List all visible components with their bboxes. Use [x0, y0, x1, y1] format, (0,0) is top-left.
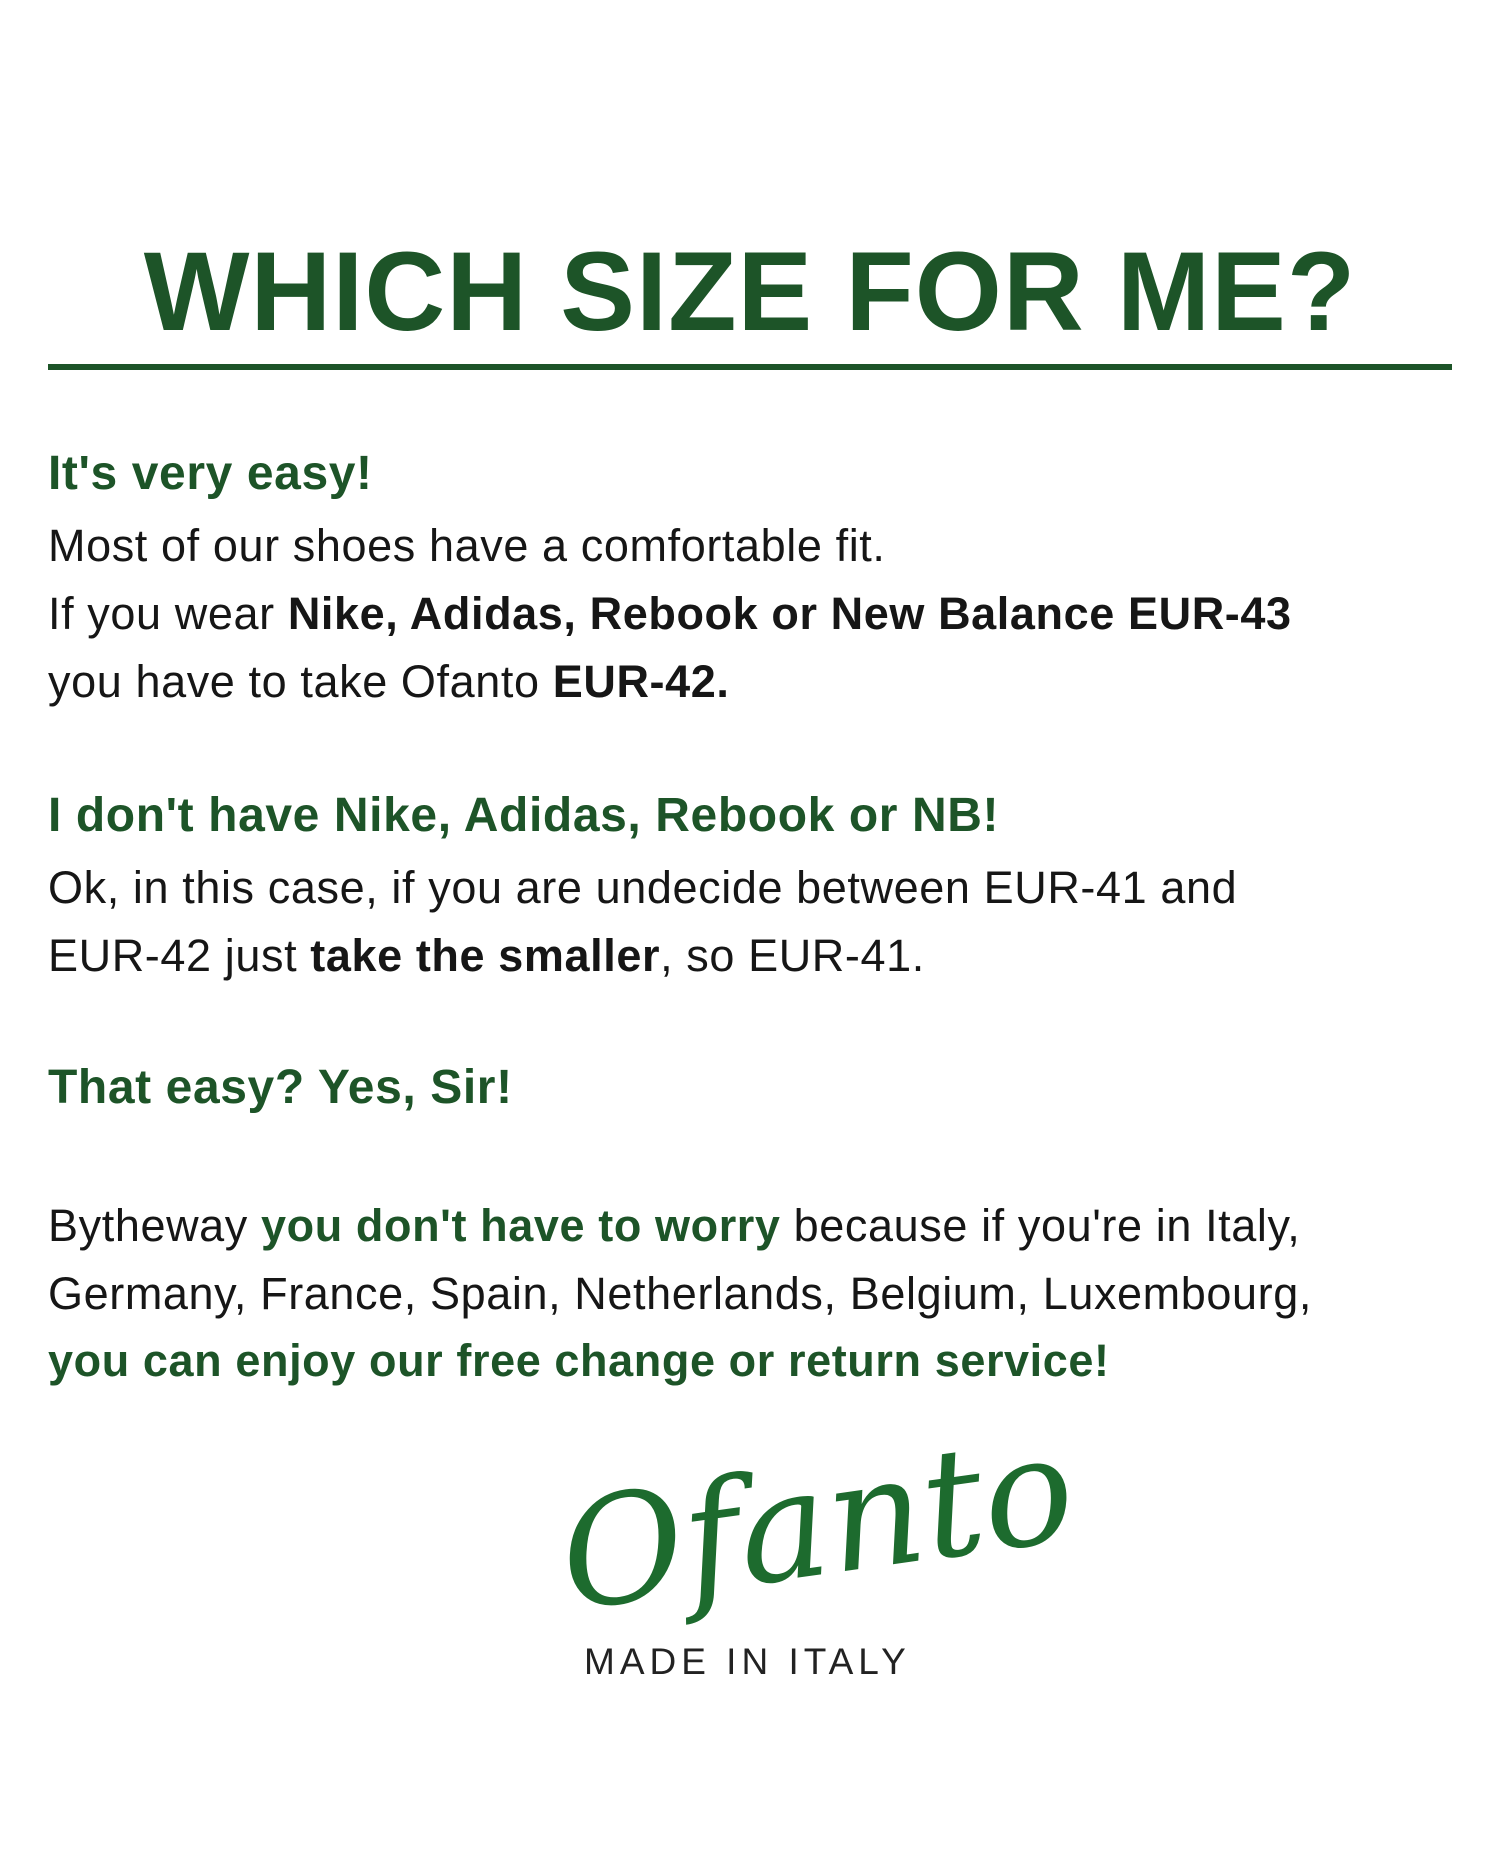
- paragraph-line: Bytheway you don't have to worry because…: [48, 1198, 1300, 1254]
- title-divider: [48, 364, 1452, 370]
- paragraph-line: Germany, France, Spain, Netherlands, Bel…: [48, 1268, 1312, 1319]
- green-emphasis: you don't have to worry: [261, 1200, 781, 1251]
- paragraph-line: Ok, in this case, if you are undecide be…: [48, 862, 1238, 913]
- logo-tagline: MADE IN ITALY: [584, 1641, 911, 1682]
- text-segment: you have to take Ofanto: [48, 656, 553, 707]
- paragraph-line: If you wear Nike, Adidas, Rebook or New …: [48, 586, 1292, 642]
- text-segment: If you wear: [48, 588, 288, 639]
- bold-advice: take the smaller: [310, 930, 661, 981]
- text-segment: EUR-42 just: [48, 930, 311, 981]
- section-heading-no-brands: I don't have Nike, Adidas, Rebook or NB!: [48, 789, 1000, 842]
- paragraph-line: Most of our shoes have a comfortable fit…: [48, 520, 886, 571]
- text-segment: because if you're in Italy,: [780, 1200, 1301, 1251]
- text-segment: , so EUR-41.: [660, 930, 925, 981]
- section-heading-easy: It's very easy!: [48, 447, 373, 500]
- paragraph-line: EUR-42 just take the smaller, so EUR-41.: [48, 928, 925, 984]
- ofanto-logo: Ofanto: [549, 1401, 1085, 1646]
- section-heading-that-easy: That easy? Yes, Sir!: [48, 1061, 513, 1114]
- paragraph-line: you have to take Ofanto EUR-42.: [48, 654, 730, 710]
- text-segment: Bytheway: [48, 1200, 261, 1251]
- page-title: WHICH SIZE FOR ME?: [143, 229, 1357, 354]
- bold-brands: Nike, Adidas, Rebook or New Balance EUR-…: [287, 588, 1292, 639]
- bold-size: EUR-42.: [552, 656, 730, 707]
- green-emphasis-line: you can enjoy our free change or return …: [48, 1335, 1110, 1386]
